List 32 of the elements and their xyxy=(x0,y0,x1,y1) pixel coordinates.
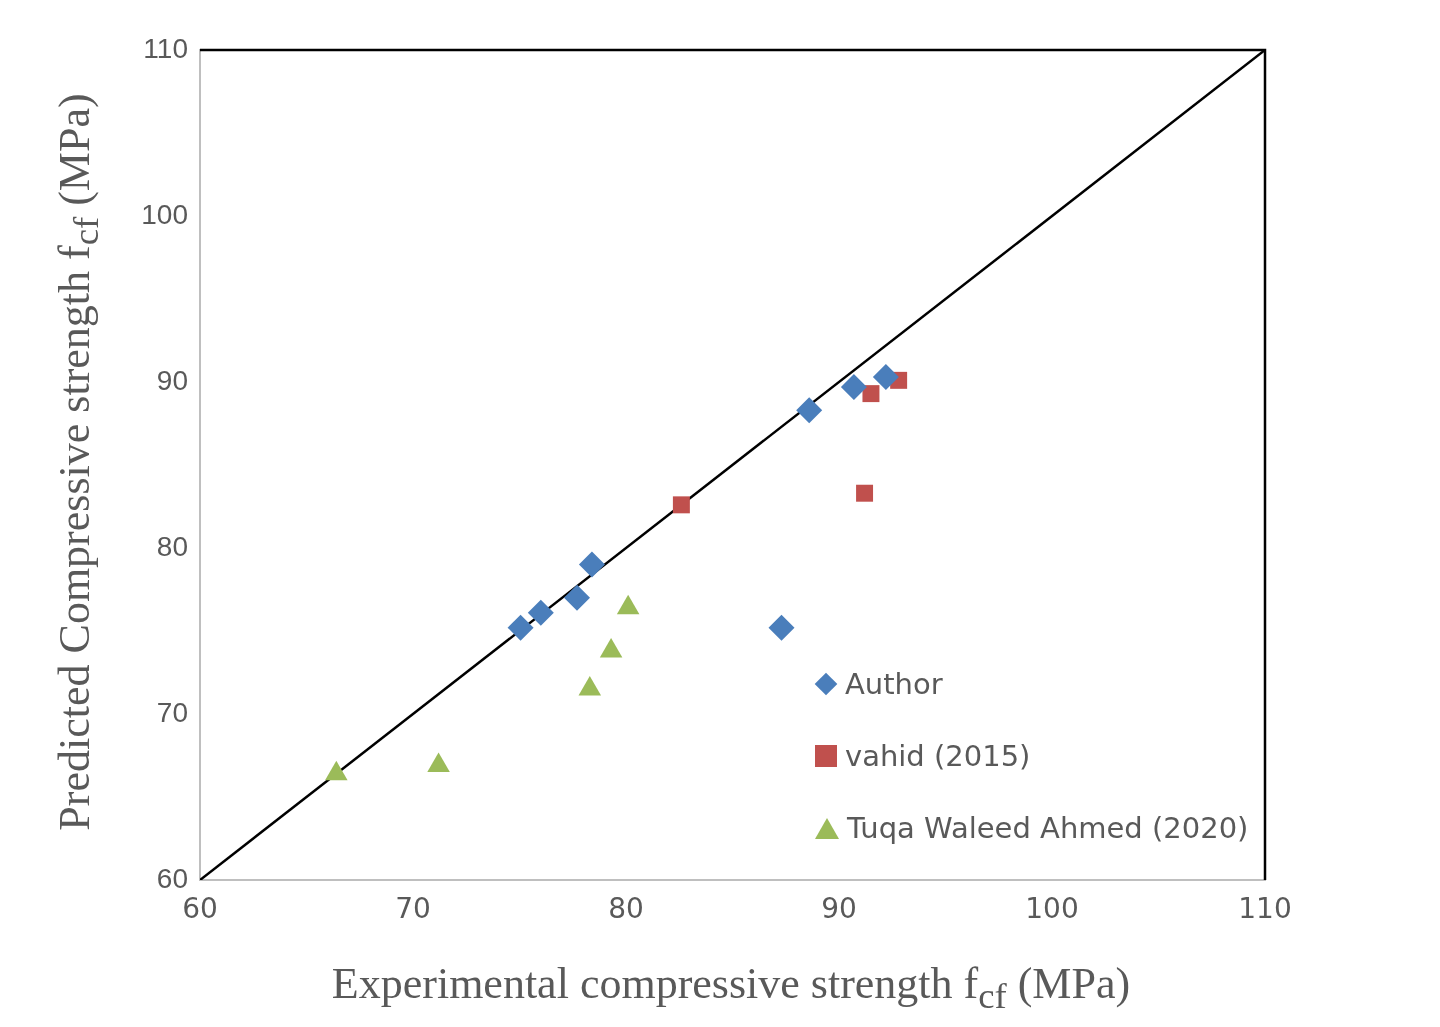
legend-label: vahid (2015) xyxy=(845,739,1031,773)
point xyxy=(616,594,640,615)
point xyxy=(427,752,450,772)
y-tick-label: 100 xyxy=(141,198,188,230)
x-tick-label: 90 xyxy=(821,892,857,926)
point xyxy=(796,397,823,424)
point xyxy=(862,385,880,403)
point xyxy=(599,637,623,658)
point xyxy=(507,614,534,641)
y-tick-label: 110 xyxy=(143,32,188,64)
y-tick-label: 70 xyxy=(156,696,188,728)
point xyxy=(672,496,690,514)
y-tick-label: 80 xyxy=(156,530,188,562)
x-axis-title: Experimental compressive strength f$_{cf}$ (MPa) xyxy=(331,958,1131,1017)
legend-label: Author xyxy=(845,667,943,701)
legend-label: Tuqa Waleed Ahmed (2020) xyxy=(847,811,1249,845)
x-tick-label: 70 xyxy=(395,892,431,926)
point xyxy=(325,760,348,781)
y-tick-label: 60 xyxy=(156,862,188,894)
point xyxy=(768,614,795,641)
point xyxy=(527,599,554,626)
point xyxy=(564,584,591,611)
x-tick-label: 60 xyxy=(182,892,218,926)
point xyxy=(840,373,867,400)
point xyxy=(578,676,602,696)
point xyxy=(856,484,874,502)
x-tick-label: 80 xyxy=(608,892,644,926)
point xyxy=(872,364,899,391)
x-tick-label: 110 xyxy=(1238,892,1292,926)
x-tick-label: 100 xyxy=(1025,892,1079,926)
point xyxy=(578,551,605,578)
y-tick-label: 90 xyxy=(156,364,188,396)
